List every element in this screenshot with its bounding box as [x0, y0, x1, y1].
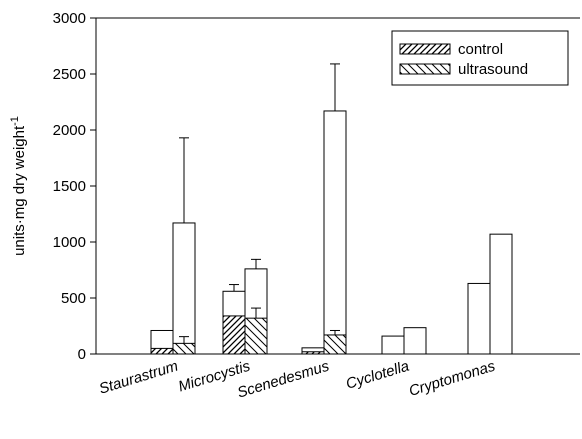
y-axis-label-main: units·mg dry weight — [11, 125, 28, 256]
legend-swatch-control — [399, 43, 451, 55]
bar-cryptomonas-ultrasound — [489, 233, 513, 355]
bar-staurastrum-ultrasound — [172, 222, 196, 355]
bar-hatched-scenedesmus-ultrasound — [323, 334, 347, 355]
y-axis-label-superscript: -1 — [9, 116, 21, 126]
y-tick-label-2500: 2500 — [53, 66, 86, 83]
bar-cyclotella-control — [381, 335, 405, 355]
bar-hatched-scenedesmus-control — [301, 351, 325, 355]
bar-hatched-microcystis-control — [222, 315, 246, 355]
legend-box — [391, 30, 569, 86]
legend-label-ultrasound: ultrasound — [458, 61, 528, 78]
y-tick-label-2000: 2000 — [53, 122, 86, 139]
category-label-scenedesmus: Scenedesmus — [235, 357, 331, 401]
y-tick-label-3000: 3000 — [53, 10, 86, 27]
bar-scenedesmus-ultrasound — [323, 110, 347, 355]
category-label-staurastrum: Staurastrum — [97, 358, 180, 398]
y-tick-label-1500: 1500 — [53, 178, 86, 195]
y-axis-label: units·mg dry weight-1 — [9, 116, 28, 256]
y-tick-label-1000: 1000 — [53, 234, 86, 251]
legend-label-control: control — [458, 41, 503, 58]
bar-hatched-staurastrum-control — [150, 347, 174, 355]
bar-hatched-staurastrum-ultrasound — [172, 342, 196, 355]
legend-swatch-ultrasound — [399, 63, 451, 75]
y-tick-label-500: 500 — [61, 290, 86, 307]
bars — [150, 63, 513, 355]
y-tick-label-0: 0 — [78, 346, 86, 363]
bar-hatched-microcystis-ultrasound — [244, 317, 268, 355]
category-label-cyclotella: Cyclotella — [344, 358, 411, 393]
legend: control ultrasound — [391, 30, 569, 86]
category-label-cryptomonas: Cryptomonas — [407, 357, 498, 399]
bar-cryptomonas-control — [467, 282, 491, 355]
bar-cyclotella-ultrasound — [403, 327, 427, 355]
